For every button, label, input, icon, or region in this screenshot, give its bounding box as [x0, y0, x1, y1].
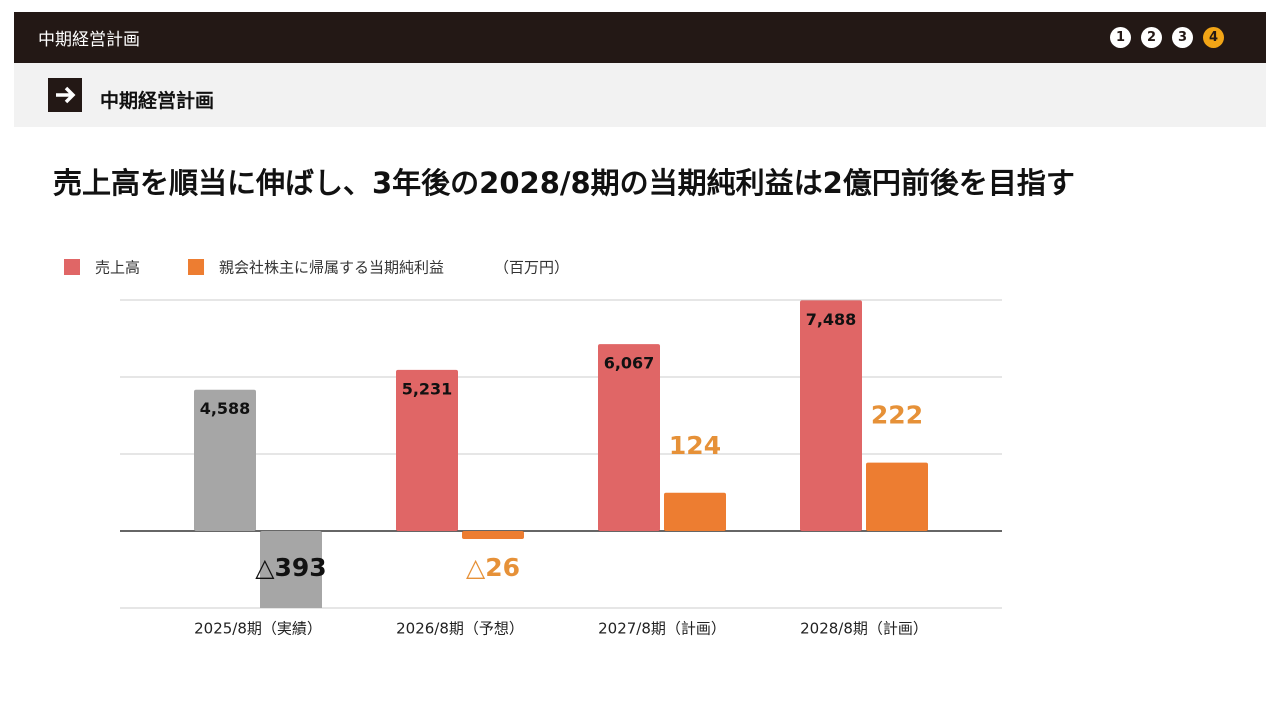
bar [664, 492, 726, 531]
bar [598, 344, 660, 531]
step[interactable]: 4 [1203, 27, 1224, 48]
header-title: 中期経営計画 [38, 30, 140, 50]
bar [396, 369, 458, 531]
legend-swatch [64, 259, 80, 275]
data-label: 6,067 [604, 354, 655, 373]
bar [194, 389, 256, 531]
headline: 売上高を順当に伸ばし、3年後の2028/8期の当期純利益は2億円前後を目指す [53, 166, 1075, 200]
step-indicator: 1 2 3 4 [1110, 27, 1224, 48]
step[interactable]: 1 [1110, 27, 1131, 48]
data-label: 5,231 [402, 379, 453, 398]
step[interactable]: 2 [1141, 27, 1162, 48]
unit-label: （百万円） [494, 259, 569, 277]
plot-area [194, 300, 928, 608]
x-tick-label: 2028/8期（計画） [800, 620, 928, 638]
data-label: 124 [669, 431, 721, 460]
bar [462, 531, 524, 540]
bar [800, 300, 862, 531]
data-label: 4,588 [200, 399, 251, 418]
legend-swatch [188, 259, 205, 275]
header-bar: 中期経営計画 1 2 3 4 [14, 12, 1266, 63]
data-label: 222 [871, 401, 923, 430]
x-tick-label: 2026/8期（予想） [396, 620, 524, 638]
bar [866, 462, 928, 531]
legend-label: 親会社株主に帰属する当期純利益 [219, 259, 444, 277]
x-tick-label: 2025/8期（実績） [194, 620, 322, 638]
x-tick-label: 2027/8期（計画） [598, 620, 726, 638]
section-title: 中期経営計画 [100, 90, 215, 112]
data-label: △393 [255, 553, 326, 582]
arrow [56, 86, 76, 104]
data-label: △26 [466, 553, 520, 582]
arrow-icon [48, 78, 82, 112]
data-label: 7,488 [806, 310, 857, 329]
legend-label: 売上高 [95, 259, 140, 277]
bar [260, 531, 322, 608]
section-bar: 中期経営計画 [14, 63, 1266, 127]
step[interactable]: 3 [1172, 27, 1193, 48]
